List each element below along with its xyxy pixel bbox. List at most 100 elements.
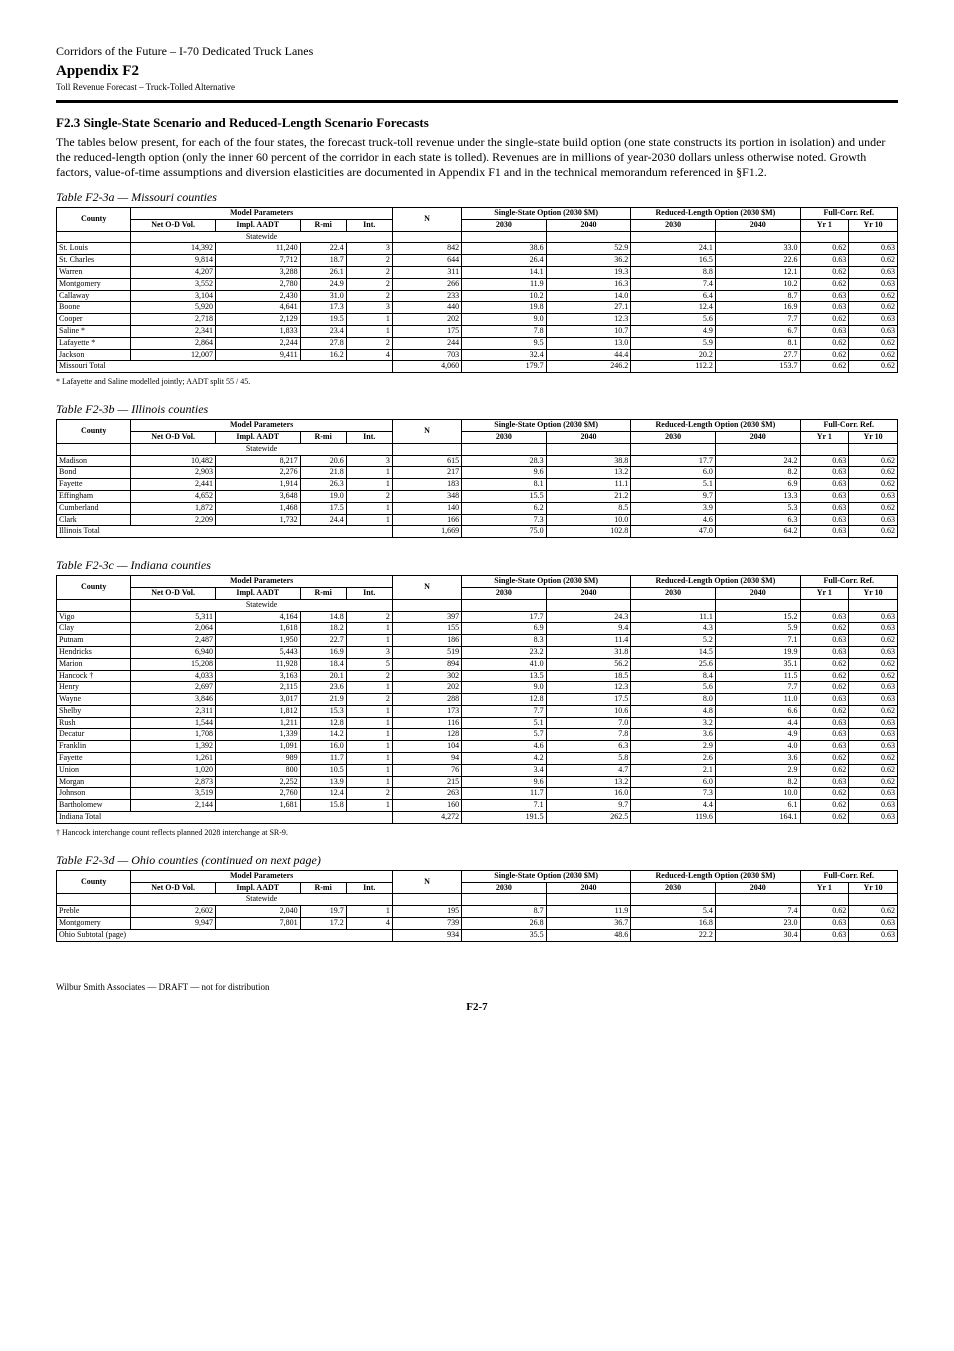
cell: 15.3 xyxy=(300,705,346,717)
cell: 20.2 xyxy=(631,349,716,361)
cell: 302 xyxy=(392,670,461,682)
cell: 0.62 xyxy=(849,290,898,302)
cell xyxy=(392,443,461,455)
cell: 8.3 xyxy=(462,635,547,647)
header-rule xyxy=(56,100,898,103)
cell: 1 xyxy=(346,776,392,788)
cell: 1,618 xyxy=(215,623,300,635)
cell: 0.63 xyxy=(849,918,898,930)
cell: Wayne xyxy=(57,694,131,706)
table-row: Marion15,20811,92818.4589441.056.225.635… xyxy=(57,658,898,670)
table-row: Franklin1,3921,09116.011044.66.32.94.00.… xyxy=(57,741,898,753)
cell: 0.62 xyxy=(849,776,898,788)
cell: Fayette xyxy=(57,753,131,765)
col-header: Reduced-Length Option (2030 $M) xyxy=(631,870,800,882)
cell: 12.8 xyxy=(300,717,346,729)
cell: 5,311 xyxy=(131,611,216,623)
cell: Henry xyxy=(57,682,131,694)
table-row: Preble2,6022,04019.711958.711.95.47.40.6… xyxy=(57,906,898,918)
cell: 4 xyxy=(346,349,392,361)
cell: 2,430 xyxy=(215,290,300,302)
cell: 4.4 xyxy=(715,717,800,729)
cell: 23.2 xyxy=(462,646,547,658)
revenue-table: CountyModel ParametersNSingle-State Opti… xyxy=(56,575,898,824)
cell: 0.63 xyxy=(800,717,849,729)
cell: 6.3 xyxy=(546,741,631,753)
footer-note: Wilbur Smith Associates — DRAFT — not fo… xyxy=(56,982,898,992)
cell: 703 xyxy=(392,349,461,361)
cell: 1 xyxy=(346,623,392,635)
cell: 35.5 xyxy=(462,929,547,941)
cell: 5,920 xyxy=(131,302,216,314)
col-subheader: Yr 10 xyxy=(849,587,898,599)
cell: 4.4 xyxy=(631,800,716,812)
col-subheader: Impl. AADT xyxy=(215,587,300,599)
cell: 1 xyxy=(346,717,392,729)
table-row: Wayne3,8463,01721.9228812.817.58.011.00.… xyxy=(57,694,898,706)
col-subheader: Yr 10 xyxy=(849,219,898,231)
cell: 26.4 xyxy=(462,255,547,267)
cell: 0.63 xyxy=(849,741,898,753)
cell: Hendricks xyxy=(57,646,131,658)
cell: 8.4 xyxy=(631,670,716,682)
col-subheader: Yr 1 xyxy=(800,219,849,231)
col-subheader: 2040 xyxy=(546,882,631,894)
cell: 2,697 xyxy=(131,682,216,694)
cell: 6.9 xyxy=(715,479,800,491)
cell: 26.8 xyxy=(462,918,547,930)
cell: 17.5 xyxy=(300,502,346,514)
cell: 2,341 xyxy=(131,325,216,337)
cell: 1,339 xyxy=(215,729,300,741)
cell: 3,846 xyxy=(131,694,216,706)
cell: Montgomery xyxy=(57,918,131,930)
cell: 4,207 xyxy=(131,266,216,278)
col-header: County xyxy=(57,420,131,444)
col-subheader: Impl. AADT xyxy=(215,219,300,231)
col-subheader: 2030 xyxy=(462,882,547,894)
cell: 266 xyxy=(392,278,461,290)
col-header: Full-Corr. Ref. xyxy=(800,208,898,220)
cell: 6,940 xyxy=(131,646,216,658)
cell: 0.63 xyxy=(849,812,898,824)
col-header: N xyxy=(392,208,461,232)
cell: 24.1 xyxy=(631,243,716,255)
table-row: Lafayette *2,8642,24427.822449.513.05.98… xyxy=(57,337,898,349)
col-subheader: Yr 10 xyxy=(849,882,898,894)
cell: 16.5 xyxy=(631,255,716,267)
cell: 1,392 xyxy=(131,741,216,753)
table-caption: Table F2-3a — Missouri counties xyxy=(56,190,898,205)
cell: 14.0 xyxy=(546,290,631,302)
revenue-table: CountyModel ParametersNSingle-State Opti… xyxy=(56,207,898,373)
col-header: Reduced-Length Option (2030 $M) xyxy=(631,576,800,588)
cell: 9.5 xyxy=(462,337,547,349)
table-row: Bartholomew2,1441,68115.811607.19.74.46.… xyxy=(57,800,898,812)
cell: 1 xyxy=(346,682,392,694)
cell: 18.7 xyxy=(300,255,346,267)
revenue-table: CountyModel ParametersNSingle-State Opti… xyxy=(56,870,898,942)
cell: 16.9 xyxy=(300,646,346,658)
cell: 0.63 xyxy=(800,479,849,491)
cell: 8.7 xyxy=(462,906,547,918)
cell: Bartholomew xyxy=(57,800,131,812)
cell: 16.9 xyxy=(715,302,800,314)
cell: 2,602 xyxy=(131,906,216,918)
cell: 6.0 xyxy=(631,776,716,788)
col-header: Full-Corr. Ref. xyxy=(800,420,898,432)
cell: 8.8 xyxy=(631,266,716,278)
cell: Preble xyxy=(57,906,131,918)
cell: 1,468 xyxy=(215,502,300,514)
cell: 19.9 xyxy=(715,646,800,658)
cell: Cumberland xyxy=(57,502,131,514)
col-subheader: Int. xyxy=(346,431,392,443)
cell xyxy=(715,599,800,611)
cell: 0.63 xyxy=(849,717,898,729)
cell: 30.4 xyxy=(715,929,800,941)
cell: 20.6 xyxy=(300,455,346,467)
table-row: Union1,02080010.51763.44.72.12.90.620.62 xyxy=(57,764,898,776)
cell: Lafayette * xyxy=(57,337,131,349)
cell: 7.7 xyxy=(462,705,547,717)
cell: 311 xyxy=(392,266,461,278)
cell: 3,648 xyxy=(215,490,300,502)
cell: 4.0 xyxy=(715,741,800,753)
col-header: Single-State Option (2030 $M) xyxy=(462,870,631,882)
